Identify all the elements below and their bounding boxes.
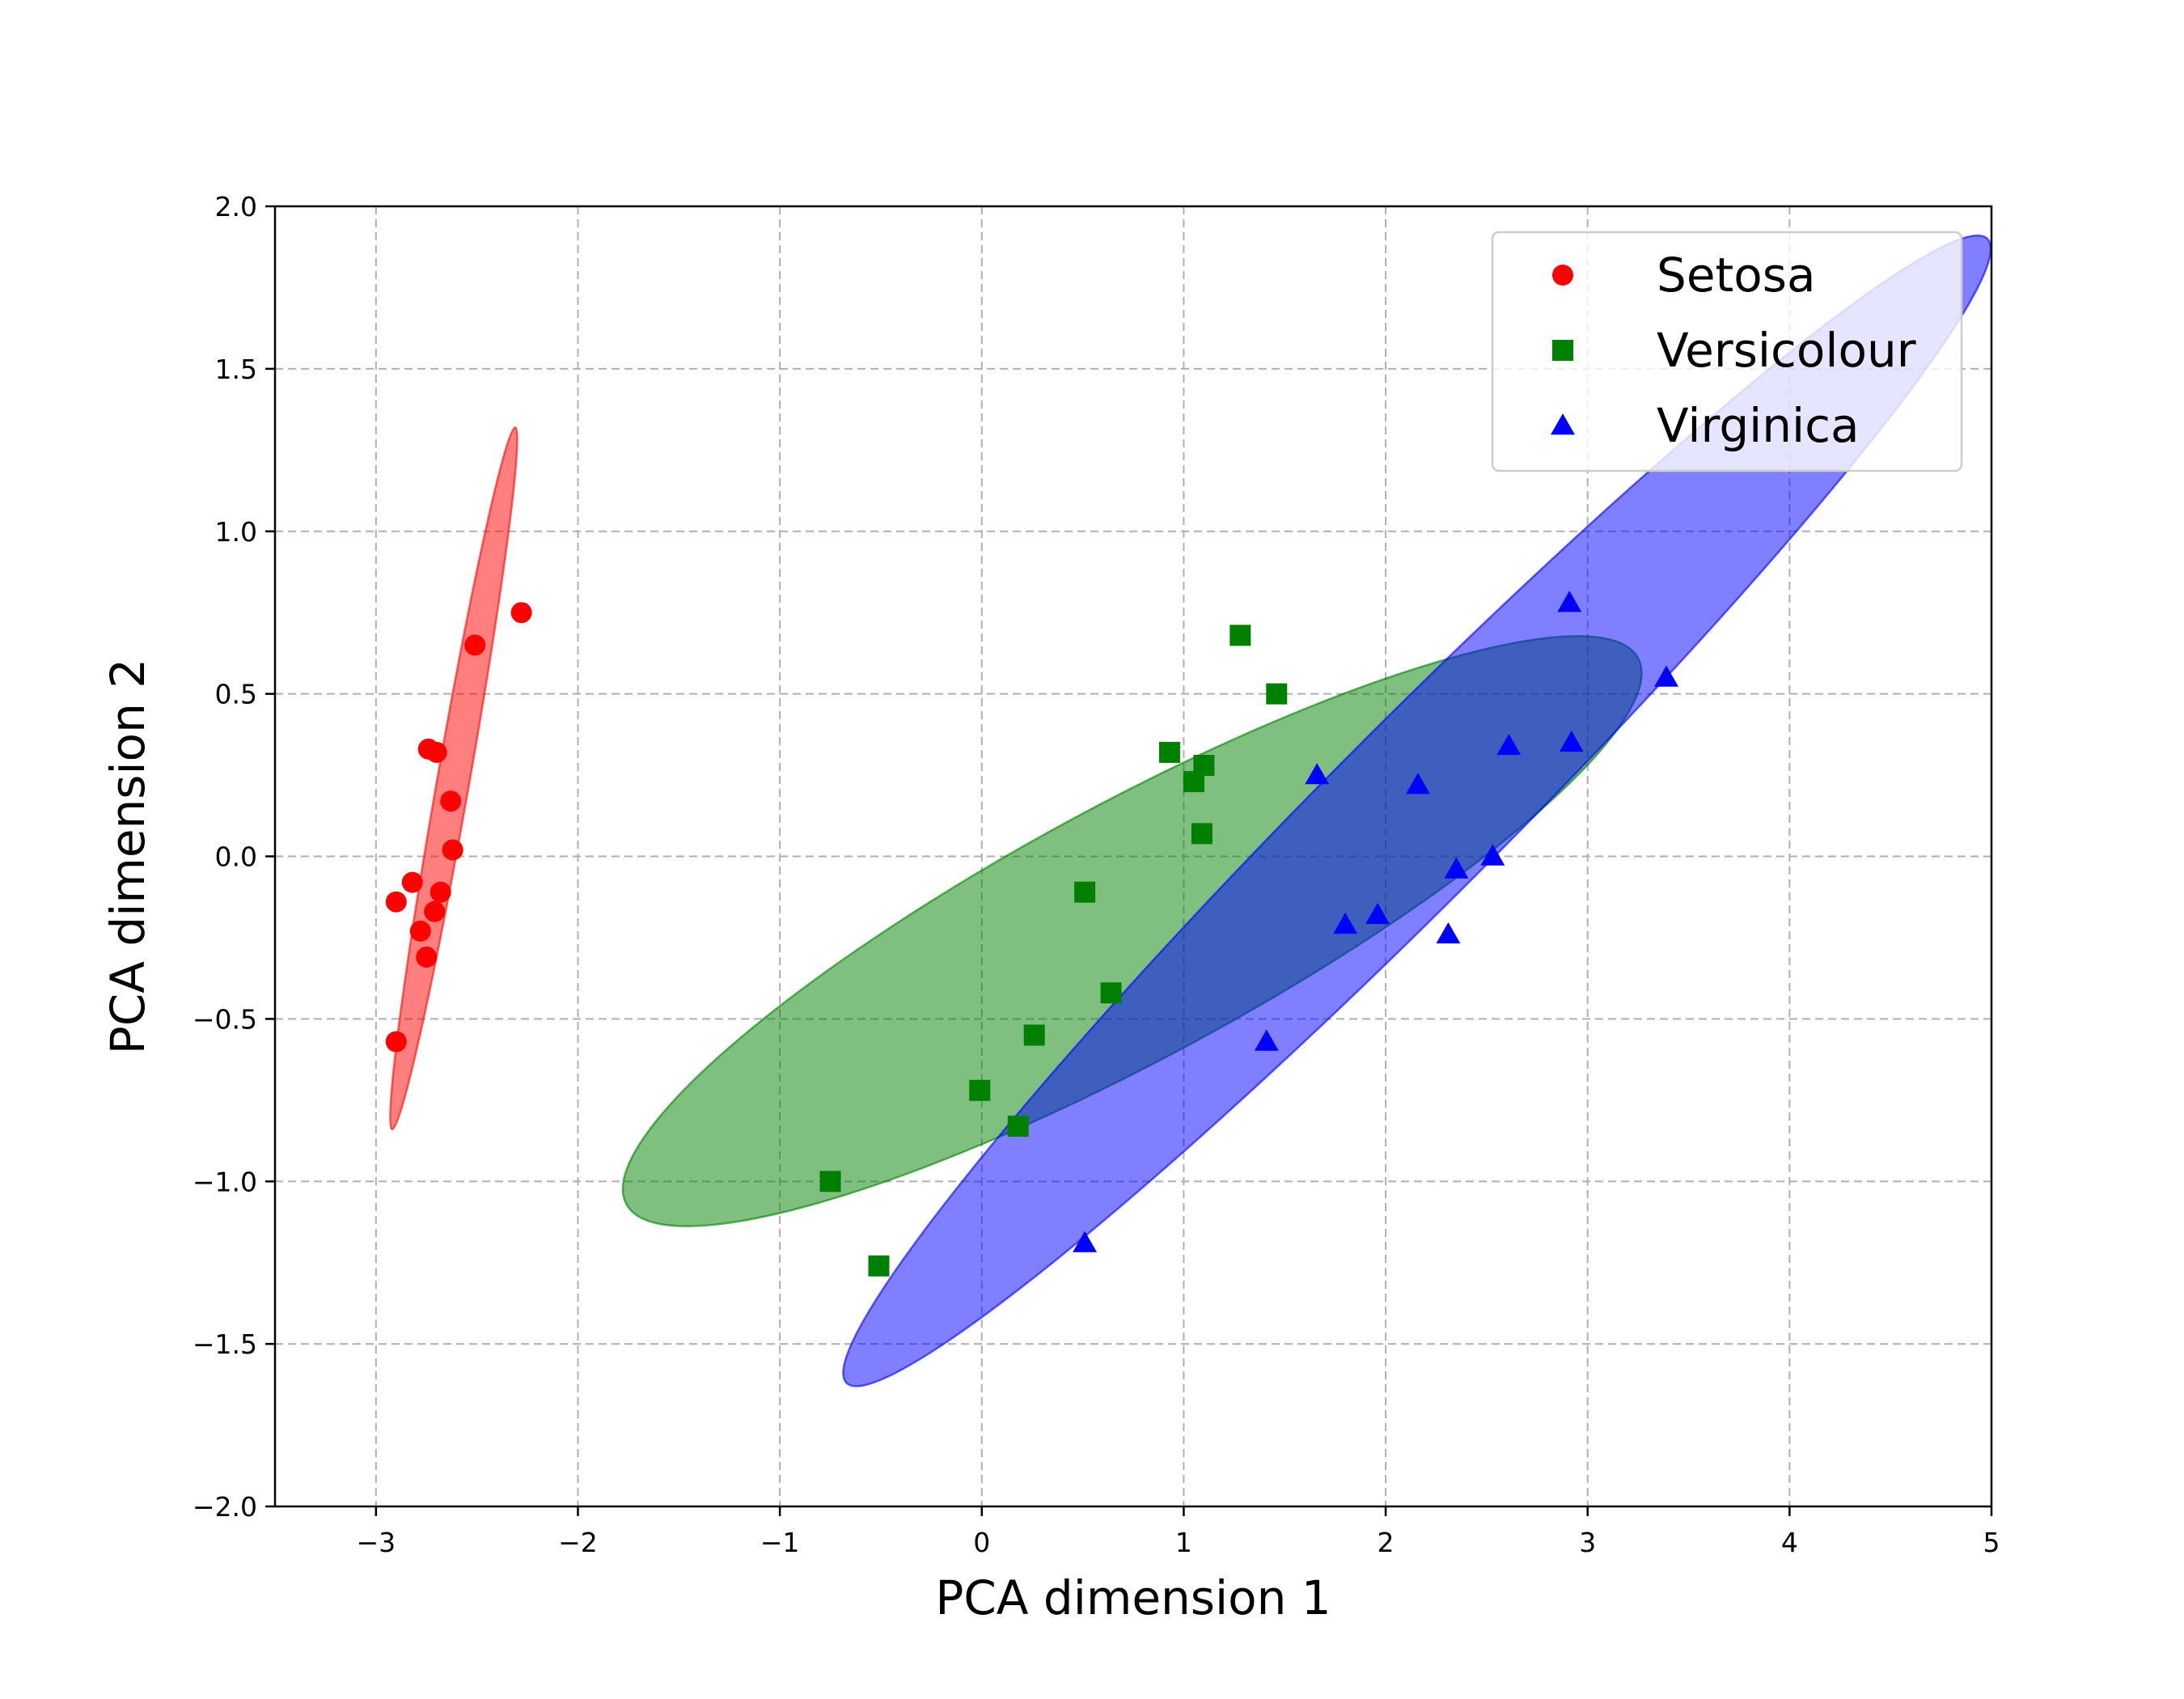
series-setosa xyxy=(385,602,532,1053)
data-point-versicolour xyxy=(1007,1115,1029,1137)
y-tick-label: 1.5 xyxy=(215,354,257,385)
ellipse-virginica xyxy=(842,234,1992,1388)
y-tick-label: −0.5 xyxy=(193,1003,257,1035)
legend-marker-setosa xyxy=(1552,265,1573,286)
x-tick-label: −2 xyxy=(558,1527,598,1558)
legend-marker-virginica xyxy=(1551,413,1575,435)
data-point-virginica xyxy=(1557,591,1582,612)
axis-ticks: −3 −2 −1 0 1 2 3 4 5 −2.0 −1.5 −1.0 −0.5 0.0 0.5 1.0 1.5… xyxy=(193,191,2000,1558)
data-point-virginica xyxy=(1480,844,1505,866)
legend-label-setosa: Setosa xyxy=(1657,248,1816,303)
data-point-versicolour xyxy=(868,1255,890,1277)
data-point-setosa xyxy=(425,741,447,763)
y-tick-label: −2.0 xyxy=(193,1491,257,1523)
data-point-virginica xyxy=(1559,730,1584,752)
y-axis-label: PCA dimension 2 xyxy=(100,659,155,1054)
data-point-setosa xyxy=(385,891,407,913)
data-point-setosa xyxy=(409,920,431,942)
series-versicolour xyxy=(819,625,1288,1277)
data-point-virginica xyxy=(1406,773,1430,794)
data-point-setosa xyxy=(401,871,423,893)
data-point-versicolour xyxy=(1074,881,1096,903)
y-tick-label: 2.0 xyxy=(215,191,257,222)
y-tick-label: 1.0 xyxy=(215,516,257,548)
data-point-setosa xyxy=(385,1031,407,1053)
data-point-versicolour xyxy=(1100,982,1122,1004)
legend-marker-versicolour xyxy=(1552,340,1573,361)
x-tick-label: 0 xyxy=(973,1527,990,1558)
data-point-virginica xyxy=(1654,665,1679,687)
data-point-setosa xyxy=(424,900,446,922)
x-tick-label: 4 xyxy=(1781,1527,1798,1558)
y-tick-label: −1.5 xyxy=(193,1328,257,1360)
data-point-versicolour xyxy=(969,1079,991,1101)
data-point-setosa xyxy=(416,947,438,968)
x-tick-label: −1 xyxy=(760,1527,800,1558)
legend-box xyxy=(1491,231,1963,472)
data-point-versicolour xyxy=(1266,683,1288,705)
data-point-virginica xyxy=(1073,1231,1098,1252)
y-tick-label: 0.5 xyxy=(215,679,257,710)
data-point-setosa xyxy=(510,602,532,624)
data-point-setosa xyxy=(464,634,486,656)
data-point-virginica xyxy=(1333,912,1358,934)
x-tick-label: 1 xyxy=(1175,1527,1192,1558)
data-point-virginica xyxy=(1365,902,1390,925)
y-tick-label: −1.0 xyxy=(193,1166,257,1197)
x-tick-label: 2 xyxy=(1378,1527,1395,1558)
x-tick-label: −3 xyxy=(356,1527,396,1558)
data-point-versicolour xyxy=(1023,1024,1045,1046)
legend-label-virginica: Virginica xyxy=(1657,398,1860,453)
data-point-virginica xyxy=(1436,922,1461,944)
data-point-setosa xyxy=(440,790,462,812)
y-tick-label: 0.0 xyxy=(215,841,257,873)
data-point-setosa xyxy=(430,881,451,903)
legend: Setosa Versicolour Virginica xyxy=(1491,231,1963,472)
data-point-virginica xyxy=(1305,763,1330,785)
x-axis-label: PCA dimension 1 xyxy=(935,1570,1331,1625)
data-point-versicolour xyxy=(1230,625,1251,646)
series-virginica xyxy=(1073,591,1679,1252)
data-point-setosa xyxy=(442,839,463,861)
data-point-versicolour xyxy=(1183,771,1204,793)
data-point-versicolour xyxy=(819,1171,841,1193)
data-points xyxy=(385,591,1679,1277)
data-point-virginica xyxy=(1496,733,1522,756)
data-point-virginica xyxy=(1444,857,1469,879)
x-tick-label: 3 xyxy=(1579,1527,1596,1558)
data-point-versicolour xyxy=(1158,741,1180,763)
x-tick-label: 5 xyxy=(1983,1527,2000,1558)
data-point-versicolour xyxy=(1191,823,1213,845)
legend-label-versicolour: Versicolour xyxy=(1657,323,1916,378)
data-point-virginica xyxy=(1254,1029,1279,1051)
